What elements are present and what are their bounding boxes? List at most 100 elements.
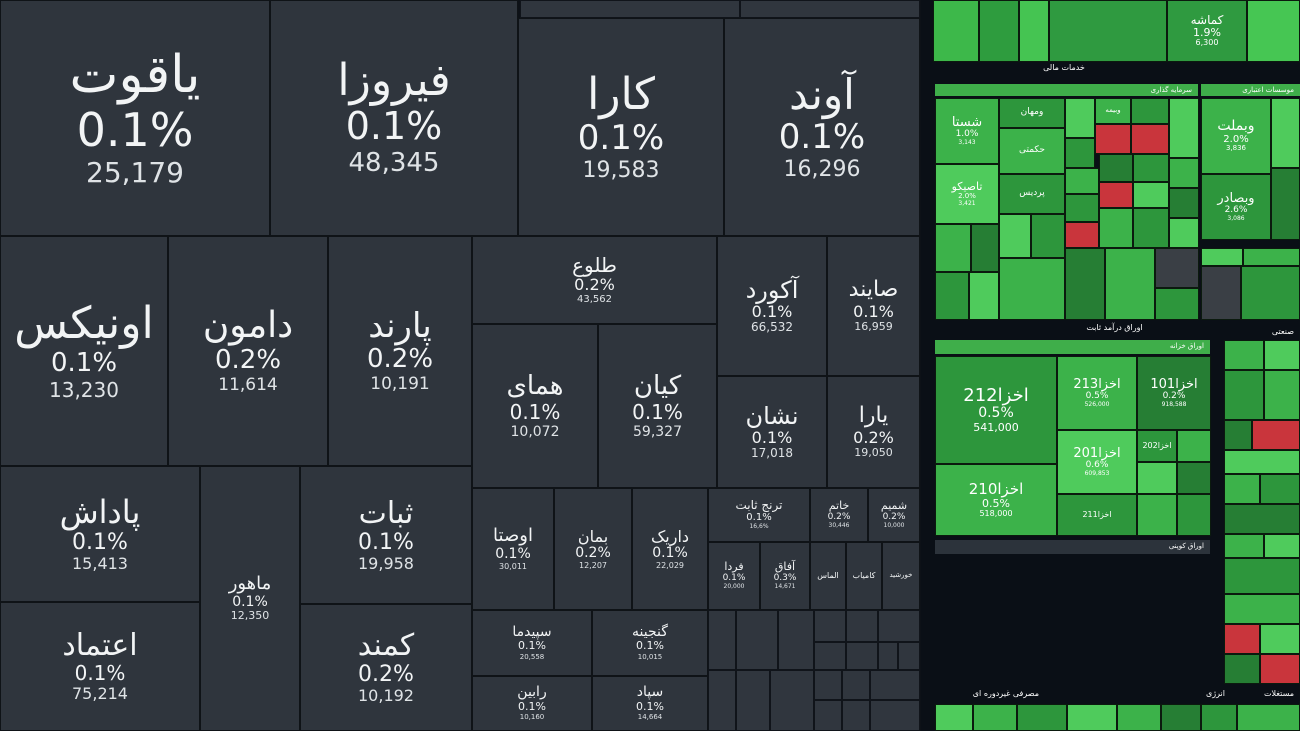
small-stock-tile[interactable] — [1260, 474, 1300, 504]
stock-tile[interactable]: وبیمه — [1095, 98, 1131, 124]
stock-tile[interactable]: اخزا211 — [1057, 494, 1137, 536]
treemap-tile[interactable]: آکورد 0.1% 66,532 — [717, 236, 827, 376]
small-stock-tile[interactable] — [1169, 218, 1199, 248]
treemap-small-tile[interactable] — [870, 670, 920, 700]
treemap-tile[interactable]: اونیکس 0.1% 13,230 — [0, 236, 168, 466]
treemap-tile[interactable]: فیروزا 0.1% 48,345 — [270, 0, 518, 236]
top-green-tile[interactable]: کماشه 1.9% 6,300 — [1167, 0, 1247, 62]
treemap-tile[interactable]: کامیاب — [846, 542, 882, 610]
stock-tile[interactable]: وبملت 2.0% 3,836 — [1201, 98, 1271, 174]
small-stock-tile[interactable] — [973, 704, 1017, 731]
small-stock-tile[interactable] — [1161, 704, 1201, 731]
small-stock-tile[interactable] — [1201, 704, 1237, 731]
treemap-tile[interactable]: پاداش 0.1% 15,413 — [0, 466, 200, 602]
small-stock-tile[interactable] — [999, 258, 1065, 320]
treemap-tile[interactable]: یاقوت 0.1% 25,179 — [0, 0, 270, 236]
treemap-small-tile[interactable] — [814, 610, 846, 642]
small-stock-tile[interactable] — [1065, 222, 1099, 248]
small-stock-tile[interactable] — [1264, 534, 1300, 558]
small-stock-tile[interactable] — [1169, 98, 1199, 158]
treemap-tile[interactable]: شمیم 0.2% 10,000 — [868, 488, 920, 542]
small-stock-tile[interactable] — [1271, 98, 1300, 168]
small-stock-tile[interactable] — [1201, 266, 1241, 320]
stock-tile[interactable]: اخزا212 0.5% 541,000 — [935, 356, 1057, 464]
small-stock-tile[interactable] — [1137, 494, 1177, 536]
treemap-small-tile[interactable] — [898, 642, 920, 670]
treemap-small-tile[interactable] — [708, 610, 736, 670]
treemap-tile[interactable]: داریک 0.1% 22,029 — [632, 488, 708, 610]
stock-tile[interactable]: وبصادر 2.6% 3,086 — [1201, 174, 1271, 240]
treemap-tile[interactable]: کیان 0.1% 59,327 — [598, 324, 717, 488]
green-tile[interactable] — [1247, 0, 1300, 62]
treemap-tile[interactable]: صایند 0.1% 16,959 — [827, 236, 920, 376]
small-stock-tile[interactable] — [1099, 182, 1133, 208]
small-stock-tile[interactable] — [1224, 474, 1260, 504]
small-stock-tile[interactable] — [1137, 462, 1177, 494]
treemap-small-tile[interactable] — [814, 700, 842, 731]
small-stock-tile[interactable] — [1177, 494, 1211, 536]
treemap-small-tile[interactable] — [708, 670, 736, 731]
treemap-tile[interactable]: خورشید — [882, 542, 920, 610]
small-stock-tile[interactable] — [1224, 534, 1264, 558]
stock-tile[interactable]: اخزا202 — [1137, 430, 1177, 462]
treemap-tile[interactable]: نشان 0.1% 17,018 — [717, 376, 827, 488]
small-stock-tile[interactable] — [1264, 340, 1300, 370]
small-stock-tile[interactable] — [1224, 594, 1300, 624]
stock-tile[interactable]: تاصیکو 2.0% 3,421 — [935, 164, 999, 224]
small-stock-tile[interactable] — [1067, 704, 1117, 731]
treemap-small-tile[interactable] — [842, 700, 870, 731]
small-stock-tile[interactable] — [1065, 98, 1095, 138]
small-stock-tile[interactable] — [1099, 154, 1133, 182]
treemap-tile[interactable]: ماهور 0.1% 12,350 — [200, 466, 300, 731]
small-stock-tile[interactable] — [1241, 266, 1300, 320]
small-stock-tile[interactable] — [935, 224, 971, 272]
stock-tile[interactable]: اخزا201 0.6% 609,853 — [1057, 430, 1137, 494]
small-stock-tile[interactable] — [969, 272, 999, 320]
small-stock-tile[interactable] — [1169, 188, 1199, 218]
small-stock-tile[interactable] — [1224, 370, 1264, 420]
small-stock-tile[interactable] — [1224, 504, 1300, 534]
small-stock-tile[interactable] — [1177, 462, 1211, 494]
treemap-small-tile[interactable] — [814, 670, 842, 700]
treemap-small-tile[interactable] — [870, 700, 920, 731]
treemap-tile[interactable]: رابین 0.1% 10,160 — [472, 676, 592, 731]
treemap-small-tile[interactable] — [842, 670, 870, 700]
stock-tile[interactable]: حکمتی — [999, 128, 1065, 174]
treemap-small-tile[interactable] — [770, 670, 814, 731]
treemap-tile[interactable]: دامون 0.2% 11,614 — [168, 236, 328, 466]
treemap-tile[interactable]: ترنج ثابت 0.1% 16,6% — [708, 488, 810, 542]
small-stock-tile[interactable] — [1237, 704, 1300, 731]
treemap-tile[interactable]: آوند 0.1% 16,296 — [724, 18, 920, 236]
treemap-tile[interactable]: همای 0.1% 10,072 — [472, 324, 598, 488]
small-stock-tile[interactable] — [1131, 98, 1169, 124]
small-stock-tile[interactable] — [1224, 420, 1252, 450]
stock-tile[interactable]: شستا 1.0% 3,143 — [935, 98, 999, 164]
treemap-tile[interactable]: پارند 0.2% 10,191 — [328, 236, 472, 466]
small-stock-tile[interactable] — [1169, 158, 1199, 188]
small-stock-tile[interactable] — [935, 272, 969, 320]
treemap-tile[interactable]: بمان 0.2% 12,207 — [554, 488, 632, 610]
treemap-small-tile[interactable] — [878, 642, 898, 670]
treemap-small-tile[interactable] — [736, 670, 770, 731]
small-stock-tile[interactable] — [1224, 654, 1260, 684]
treemap-tile[interactable]: سپیدما 0.1% 20,558 — [472, 610, 592, 676]
small-stock-tile[interactable] — [1201, 248, 1243, 266]
treemap-small-tile[interactable] — [520, 0, 740, 18]
treemap-small-tile[interactable] — [814, 642, 846, 670]
stock-tile[interactable]: اخزا213 0.5% 526,000 — [1057, 356, 1137, 430]
small-stock-tile[interactable] — [1065, 168, 1099, 194]
green-tile[interactable] — [1049, 0, 1167, 62]
small-stock-tile[interactable] — [1095, 124, 1131, 154]
small-stock-tile[interactable] — [1260, 624, 1300, 654]
small-stock-tile[interactable] — [1224, 624, 1260, 654]
small-stock-tile[interactable] — [971, 224, 999, 272]
small-stock-tile[interactable] — [1271, 168, 1300, 240]
small-stock-tile[interactable] — [1133, 208, 1169, 248]
treemap-small-tile[interactable] — [846, 610, 878, 642]
treemap-tile[interactable]: الماس — [810, 542, 846, 610]
stock-tile[interactable]: ومهان — [999, 98, 1065, 128]
small-stock-tile[interactable] — [1117, 704, 1161, 731]
small-stock-tile[interactable] — [935, 704, 973, 731]
green-tile[interactable] — [933, 0, 979, 62]
stock-tile[interactable]: اخزا210 0.5% 518,000 — [935, 464, 1057, 536]
